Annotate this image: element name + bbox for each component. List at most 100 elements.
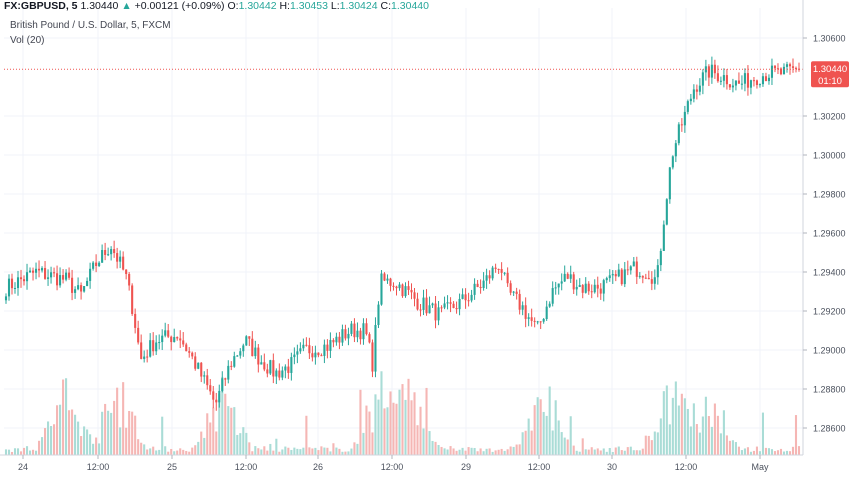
volume-bar — [236, 434, 239, 455]
candle — [782, 63, 786, 75]
candle — [74, 286, 77, 299]
candle — [290, 352, 293, 381]
volume-bar — [125, 427, 128, 455]
volume-bar — [227, 406, 230, 455]
candle — [221, 371, 224, 393]
candle — [695, 84, 698, 100]
volume-bar — [239, 433, 242, 455]
candle-body — [557, 283, 560, 288]
candle — [368, 332, 371, 344]
candle — [233, 351, 236, 368]
candle-body — [656, 265, 659, 278]
volume-bar — [602, 448, 605, 455]
volume-bar — [704, 396, 707, 455]
candle — [566, 272, 569, 280]
candle-body — [326, 344, 329, 351]
volume-bar — [59, 404, 62, 455]
candle — [584, 277, 587, 294]
candle-body — [203, 375, 206, 377]
candle-body — [356, 330, 359, 338]
volume-bar — [326, 447, 329, 455]
volume-bar — [500, 448, 503, 455]
x-tick-label: 30 — [607, 462, 617, 472]
volume-bar — [317, 450, 320, 455]
candle — [329, 332, 332, 359]
candle — [725, 69, 728, 90]
volume-bar — [356, 443, 359, 455]
volume-bar — [683, 398, 686, 455]
candle — [560, 273, 563, 291]
candle — [500, 262, 503, 281]
candle — [137, 320, 140, 345]
volume-bar — [623, 450, 626, 455]
candle — [134, 308, 137, 334]
candle-body — [746, 73, 749, 88]
candle-body — [761, 76, 765, 85]
volume-bar — [401, 384, 404, 455]
candle — [230, 361, 233, 371]
volume-bar — [473, 447, 476, 455]
y-tick-label: 1.28600 — [813, 424, 846, 434]
candle — [479, 279, 482, 294]
candle-body — [272, 360, 275, 377]
candle — [719, 76, 722, 86]
candle — [22, 275, 26, 286]
candle — [83, 286, 86, 293]
candle-body — [31, 270, 35, 273]
candle-body — [92, 262, 95, 269]
candle-body — [794, 67, 798, 69]
x-tick-label: 12:00 — [235, 462, 258, 472]
candle — [13, 282, 17, 294]
series-title[interactable]: British Pound / U.S. Dollar, 5, FXCM — [10, 20, 171, 31]
volume-bar — [188, 451, 191, 455]
candle-body — [314, 352, 317, 358]
candle-body — [407, 286, 410, 290]
candle — [34, 262, 38, 280]
candle — [704, 59, 707, 81]
candle-body — [410, 289, 413, 293]
candle-body — [53, 272, 56, 274]
volume-bar — [428, 431, 431, 455]
volume-bar — [104, 403, 107, 455]
volume-bar — [293, 447, 296, 455]
candle — [305, 337, 308, 347]
candle-body — [461, 294, 464, 299]
candle-body — [737, 80, 740, 84]
volume-bar — [716, 415, 719, 455]
candle-body — [716, 73, 719, 82]
candle-body — [146, 356, 149, 358]
candle-body — [242, 345, 245, 352]
x-tick-label: 24 — [18, 462, 28, 472]
candle-body — [431, 303, 434, 306]
volume-bar — [242, 427, 245, 455]
candle — [314, 345, 317, 365]
candle — [338, 332, 341, 350]
volume-bar — [92, 443, 95, 455]
candle-body — [71, 277, 74, 293]
volume-bar — [119, 427, 122, 455]
volume-bar — [380, 371, 383, 455]
candle — [482, 272, 485, 291]
candle-body — [686, 101, 689, 112]
volume-bar — [749, 451, 752, 455]
volume-bar — [617, 446, 620, 455]
volume-bar — [446, 449, 449, 455]
volume-bar — [40, 437, 44, 455]
candle-body — [422, 297, 425, 310]
volume-bar — [31, 449, 35, 455]
x-tick-label: 29 — [461, 462, 471, 472]
candle — [659, 248, 662, 272]
candle-body — [602, 280, 605, 294]
candle-body — [257, 347, 260, 365]
volume-bar — [665, 385, 668, 455]
candle — [677, 122, 680, 146]
candle-body — [662, 224, 665, 251]
candle-body — [28, 270, 32, 273]
candle — [356, 322, 359, 343]
volume-title[interactable]: Vol (20) — [10, 35, 45, 46]
candle-body — [398, 284, 401, 289]
candle-body — [515, 291, 518, 294]
candle — [785, 61, 789, 73]
candle-body — [143, 356, 146, 359]
